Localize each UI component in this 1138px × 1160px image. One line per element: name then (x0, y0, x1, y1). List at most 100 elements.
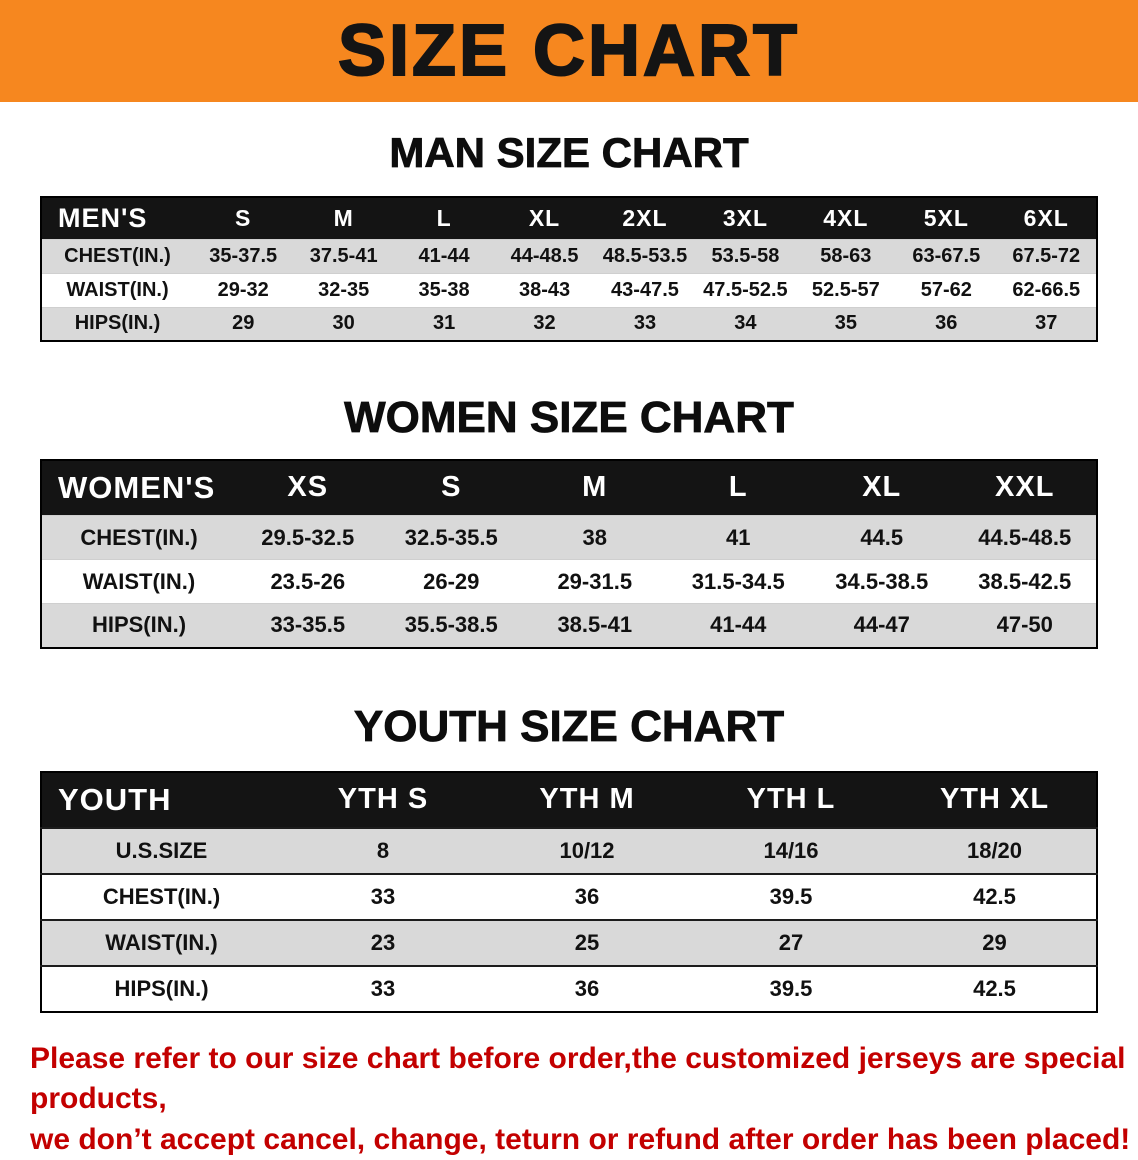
table-cell: 8 (376, 837, 390, 863)
table-cell: 47-50 (996, 612, 1053, 638)
youth-section-heading: YOUTH SIZE CHART (353, 701, 785, 751)
table-cell: 35 (834, 312, 857, 335)
table-cell: 25 (574, 929, 600, 955)
mens-size-table: MEN'S S M L XL 2XL 3XL 4XL 5XL 6XL CHEST(IN.) 35-37… (40, 196, 1098, 343)
table-cell: 63-67.5 (912, 244, 981, 267)
table-header-row: YOUTH YTH S YTH M YTH L YTH XL (41, 771, 1097, 828)
size-chart-banner: SIZE CHART (0, 0, 1138, 102)
table-cell: 10/12 (559, 837, 615, 863)
table-cell: 32 (533, 312, 556, 335)
column-header: 6XL (996, 197, 1097, 240)
table-cell: 37 (1035, 312, 1058, 335)
table-cell: 29.5-32.5 (261, 524, 355, 550)
row-label: HIPS(IN.) (114, 975, 209, 1001)
table-cell: 38-43 (518, 278, 571, 301)
table-row: CHEST(IN.) 35-37.5 37.5-41 41-44 44-48.5 48.5… (41, 239, 1097, 274)
column-header: XL (810, 459, 954, 516)
table-cell: 39.5 (769, 883, 813, 909)
table-cell: 53.5-58 (711, 244, 780, 267)
notice-line-2: we don’t accept cancel, change, teturn o… (30, 1122, 1131, 1156)
table-cell: 35.5-38.5 (404, 612, 498, 638)
table-cell: 39.5 (769, 975, 813, 1001)
column-header: S (193, 197, 294, 240)
table-cell: 42.5 (973, 975, 1016, 1001)
table-row: CHEST(IN.) 33 36 39.5 42.5 (41, 873, 1097, 920)
table-cell: 36 (574, 975, 600, 1001)
table-cell: 18/20 (966, 837, 1023, 863)
table-cell: 33 (370, 883, 396, 909)
table-cell: 42.5 (973, 883, 1016, 909)
table-cell: 58-63 (820, 244, 872, 267)
men-section-heading: MAN SIZE CHART (389, 129, 749, 176)
table-row: WAIST(IN.) 23 25 27 29 (41, 919, 1097, 966)
banner-title: SIZE CHART (337, 11, 800, 91)
table-cell: 29-31.5 (557, 568, 633, 594)
table-row: U.S.SIZE 8 10/12 14/16 18/20 (41, 827, 1097, 874)
row-label: CHEST(IN.) (102, 883, 221, 909)
table-cell: 37.5-41 (309, 244, 378, 267)
table-cell: 34 (734, 312, 757, 335)
table-cell: 27 (778, 929, 804, 955)
row-label: U.S.SIZE (115, 837, 208, 863)
table-row: HIPS(IN.) 33 36 39.5 42.5 (41, 965, 1097, 1012)
row-label: WAIST(IN.) (105, 929, 218, 955)
notice-line-1: Please refer to our size chart before or… (30, 1041, 1126, 1116)
table-cell: 14/16 (763, 837, 819, 863)
table-cell: 38 (582, 524, 607, 550)
column-header: M (523, 459, 667, 516)
women-section-heading: WOMEN SIZE CHART (344, 393, 795, 443)
table-cell: 57-62 (920, 278, 972, 301)
row-label: CHEST(IN.) (80, 524, 198, 550)
table-cell: 44-47 (853, 612, 910, 638)
column-header: YTH S (281, 771, 485, 828)
table-cell: 48.5-53.5 (602, 244, 688, 267)
column-header: YTH L (689, 771, 893, 828)
row-label: HIPS(IN.) (91, 612, 187, 638)
row-label: CHEST(IN.) (64, 244, 171, 267)
table-cell: 38.5-41 (557, 612, 633, 638)
column-header: 4XL (795, 197, 897, 240)
column-header: 3XL (695, 197, 796, 240)
women-size-section: WOMEN SIZE CHART WOMEN'S XS S M L XL XXL CHEST(… (0, 393, 1138, 649)
table-row: HIPS(IN.) 29 30 31 32 33 34 35 36 37 (41, 307, 1097, 342)
table-row: WAIST(IN.) 23.5-26 26-29 29-31.5 31.5-34.5 34… (41, 559, 1097, 604)
table-cell: 62-66.5 (1012, 278, 1081, 301)
youth-size-section: YOUTH SIZE CHART YOUTH YTH S YTH M YTH L YTH… (0, 701, 1138, 1013)
table-row: CHEST(IN.) 29.5-32.5 32.5-35.5 38 41 44.5 44.5… (41, 515, 1097, 560)
table-cell: 44.5-48.5 (978, 524, 1072, 550)
table-header-row: MEN'S S M L XL 2XL 3XL 4XL 5XL 6XL (41, 197, 1097, 240)
table-cell: 33-35.5 (270, 612, 346, 638)
column-header: YTH XL (893, 771, 1097, 828)
row-label: WAIST(IN.) (66, 278, 169, 301)
column-header: M (293, 197, 394, 240)
table-corner-label: YOUTH (41, 771, 281, 828)
table-cell: 34.5-38.5 (835, 568, 929, 594)
column-header: 2XL (594, 197, 696, 240)
table-cell: 47.5-52.5 (703, 278, 788, 301)
table-cell: 67.5-72 (1012, 244, 1081, 267)
table-cell: 35-37.5 (209, 244, 278, 267)
table-cell: 29-32 (217, 278, 269, 301)
table-cell: 33 (370, 975, 396, 1001)
table-cell: 33 (633, 312, 657, 335)
table-cell: 31 (432, 312, 456, 335)
table-corner-label: MEN'S (41, 197, 193, 240)
table-cell: 32.5-35.5 (404, 524, 498, 550)
table-cell: 36 (574, 883, 600, 909)
table-cell: 26-29 (423, 568, 480, 594)
column-header: XXL (953, 459, 1097, 516)
order-notice: Please refer to our size chart before or… (30, 1039, 1138, 1160)
table-header-row: WOMEN'S XS S M L XL XXL (41, 459, 1097, 516)
table-cell: 30 (332, 312, 355, 335)
womens-size-table: WOMEN'S XS S M L XL XXL CHEST(IN.) 29.5-32.5 32.5… (40, 458, 1098, 649)
table-cell: 41-44 (418, 244, 470, 267)
table-cell: 35-38 (418, 278, 470, 301)
table-cell: 36 (935, 312, 958, 335)
table-cell: 41-44 (710, 612, 767, 638)
men-size-section: MAN SIZE CHART MEN'S S M L XL 2XL 3XL 4XL 5XL 6XL… (0, 129, 1138, 343)
table-cell: 32-35 (318, 278, 370, 301)
table-cell: 52.5-57 (811, 278, 880, 301)
table-cell: 31.5-34.5 (691, 568, 785, 594)
table-corner-label: WOMEN'S (41, 459, 236, 516)
column-header: YTH M (485, 771, 689, 828)
